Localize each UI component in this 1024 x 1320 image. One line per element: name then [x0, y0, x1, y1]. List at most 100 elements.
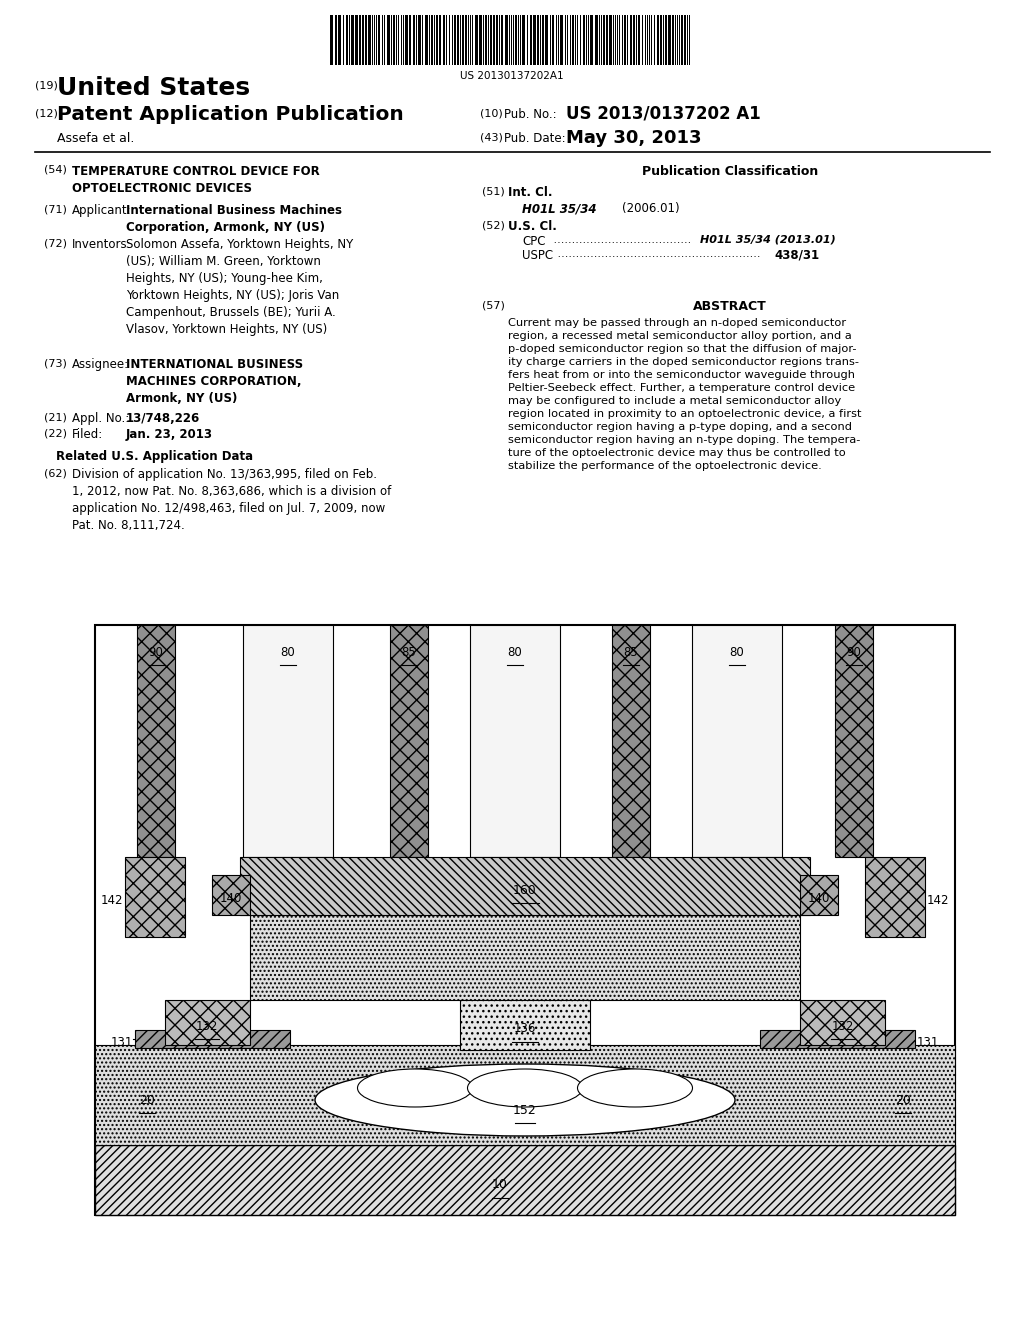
- Bar: [590, 15, 593, 65]
- Bar: [668, 15, 671, 65]
- Bar: [212, 875, 250, 915]
- Text: (22): (22): [44, 428, 67, 438]
- Text: TEMPERATURE CONTROL DEVICE FOR
OPTOELECTRONIC DEVICES: TEMPERATURE CONTROL DEVICE FOR OPTOELECT…: [72, 165, 319, 195]
- Bar: [393, 15, 395, 65]
- Text: Pub. Date:: Pub. Date:: [504, 132, 565, 145]
- Bar: [800, 1001, 885, 1045]
- Text: 131: 131: [111, 1036, 133, 1049]
- Bar: [335, 15, 337, 65]
- Text: 132: 132: [831, 1019, 854, 1032]
- Text: 142: 142: [927, 895, 949, 908]
- Bar: [346, 15, 348, 65]
- Text: 132: 132: [196, 1019, 218, 1032]
- Text: U.S. Cl.: U.S. Cl.: [508, 220, 557, 234]
- Text: 20: 20: [895, 1093, 911, 1106]
- Text: Jan. 23, 2013: Jan. 23, 2013: [126, 428, 213, 441]
- Bar: [240, 857, 810, 915]
- Text: ture of the optoelectronic device may thus be controlled to: ture of the optoelectronic device may th…: [508, 447, 846, 458]
- Ellipse shape: [468, 1069, 583, 1107]
- Text: Filed:: Filed:: [72, 428, 103, 441]
- Text: Solomon Assefa, Yorktown Heights, NY
(US); William M. Green, Yorktown
Heights, N: Solomon Assefa, Yorktown Heights, NY (US…: [126, 238, 353, 337]
- Text: (71): (71): [44, 205, 67, 214]
- Bar: [552, 15, 554, 65]
- Text: 438/31: 438/31: [774, 249, 819, 261]
- Text: 131: 131: [918, 1036, 939, 1049]
- Text: Int. Cl.: Int. Cl.: [508, 186, 553, 199]
- Text: ......................................: ......................................: [550, 235, 691, 246]
- Text: International Business Machines
Corporation, Armonk, NY (US): International Business Machines Corporat…: [126, 205, 342, 234]
- Text: Inventors:: Inventors:: [72, 238, 132, 251]
- Text: p-doped semiconductor region so that the diffusion of major-: p-doped semiconductor region so that the…: [508, 345, 856, 354]
- Text: H01L 35/34 (2013.01): H01L 35/34 (2013.01): [700, 235, 836, 246]
- Bar: [490, 15, 492, 65]
- Bar: [95, 1144, 955, 1214]
- Bar: [496, 15, 498, 65]
- Bar: [505, 15, 508, 65]
- Text: Assignee:: Assignee:: [72, 358, 129, 371]
- Bar: [665, 15, 667, 65]
- Text: 140: 140: [808, 892, 830, 906]
- Bar: [479, 15, 482, 65]
- Text: (72): (72): [44, 238, 67, 248]
- Bar: [493, 15, 495, 65]
- Text: Peltier-Seebeck effect. Further, a temperature control device: Peltier-Seebeck effect. Further, a tempe…: [508, 383, 855, 393]
- Bar: [406, 15, 408, 65]
- Text: USPC: USPC: [522, 249, 553, 261]
- Bar: [475, 15, 478, 65]
- Bar: [137, 624, 175, 857]
- Bar: [378, 15, 380, 65]
- Bar: [355, 15, 358, 65]
- Bar: [800, 875, 838, 915]
- Bar: [413, 15, 415, 65]
- Bar: [165, 1001, 250, 1045]
- Ellipse shape: [315, 1064, 735, 1137]
- Text: Appl. No.:: Appl. No.:: [72, 412, 129, 425]
- Text: ........................................................: ........................................…: [554, 249, 761, 259]
- Ellipse shape: [578, 1069, 692, 1107]
- Bar: [657, 15, 659, 65]
- Text: 152: 152: [513, 1104, 537, 1117]
- Text: 20: 20: [139, 1093, 155, 1106]
- Text: Related U.S. Application Data: Related U.S. Application Data: [56, 450, 254, 463]
- Text: Pub. No.:: Pub. No.:: [504, 108, 557, 121]
- Bar: [542, 15, 544, 65]
- Bar: [351, 15, 354, 65]
- Text: 160: 160: [513, 883, 537, 896]
- Bar: [243, 624, 333, 857]
- Bar: [560, 15, 563, 65]
- Bar: [609, 15, 612, 65]
- Text: May 30, 2013: May 30, 2013: [566, 129, 701, 147]
- Bar: [330, 15, 333, 65]
- Bar: [135, 1030, 290, 1048]
- Text: semiconductor region having an n-type doping. The tempera-: semiconductor region having an n-type do…: [508, 436, 860, 445]
- Text: ity charge carriers in the doped semiconductor regions trans-: ity charge carriers in the doped semicon…: [508, 356, 859, 367]
- Bar: [692, 624, 782, 857]
- Bar: [865, 857, 925, 937]
- Text: region located in proximity to an optoelectronic device, a first: region located in proximity to an optoel…: [508, 409, 861, 418]
- Text: (12): (12): [35, 108, 58, 117]
- Bar: [387, 15, 390, 65]
- Bar: [530, 15, 532, 65]
- Bar: [465, 15, 467, 65]
- Bar: [439, 15, 441, 65]
- Bar: [470, 624, 560, 857]
- Text: US 20130137202A1: US 20130137202A1: [460, 71, 564, 81]
- Bar: [672, 15, 674, 65]
- Bar: [630, 15, 632, 65]
- Text: semiconductor region having a p-type doping, and a second: semiconductor region having a p-type dop…: [508, 422, 852, 432]
- Text: 10: 10: [493, 1179, 508, 1192]
- Bar: [633, 15, 635, 65]
- Bar: [515, 15, 517, 65]
- Text: 140: 140: [220, 892, 243, 906]
- Bar: [368, 15, 371, 65]
- Text: Assefa et al.: Assefa et al.: [57, 132, 134, 145]
- Bar: [606, 15, 608, 65]
- Bar: [418, 15, 421, 65]
- Text: region, a recessed metal semiconductor alloy portion, and a: region, a recessed metal semiconductor a…: [508, 331, 852, 341]
- Text: (73): (73): [44, 358, 67, 368]
- Bar: [338, 15, 341, 65]
- Bar: [460, 1001, 590, 1049]
- Text: 80: 80: [281, 647, 295, 660]
- Bar: [583, 15, 585, 65]
- Bar: [95, 624, 955, 1214]
